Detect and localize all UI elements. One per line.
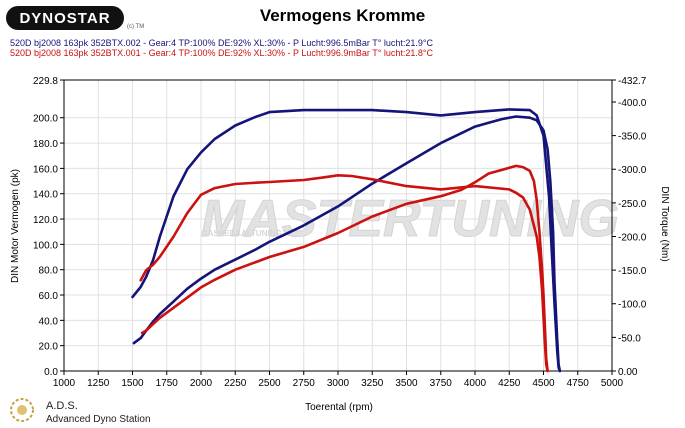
y-tick-label: 140.0: [33, 190, 58, 201]
y-tick-label: 80.0: [39, 266, 59, 277]
y2-tick-label: -100.0: [618, 300, 647, 311]
series-line-1: [132, 115, 562, 373]
y-tick-label: 40.0: [39, 316, 59, 327]
series-line-4: [139, 174, 549, 373]
watermark-text: MASTERTUNING: [201, 190, 619, 248]
y-axis-label: DIN Motor Vermogen (pk): [10, 169, 21, 283]
run-info-red: 520D bj2008 163pk 352BTX.001 - Gear:4 TP…: [10, 48, 433, 58]
x-tick-label: 2500: [258, 378, 281, 389]
x-tick-label: 4250: [498, 378, 521, 389]
dynostar-logo: DYNOSTAR: [6, 6, 124, 30]
x-axis-label: Toerental (rpm): [305, 402, 373, 413]
y-tick-label: 60.0: [39, 291, 59, 302]
y-tick-label: 100.0: [33, 240, 58, 251]
y2-tick-label: -350.0: [618, 132, 647, 143]
y-tick-label: 0.0: [44, 367, 58, 378]
y2-tick-label: -250.0: [618, 199, 647, 210]
y2-tick-label: -200.0: [618, 232, 647, 243]
x-tick-label: 4500: [532, 378, 555, 389]
y2-axis-label: DIN Torque (Nm): [659, 186, 670, 261]
x-tick-label: 4750: [567, 378, 590, 389]
y2-tick-label: -400.0: [618, 98, 647, 109]
y2-tick-label: -432.7: [618, 76, 647, 87]
mastertuning-watermark: MASTERTUNING GASPEDAALTUNING.NL: [201, 190, 620, 249]
x-tick-label: 5000: [601, 378, 624, 389]
chart-title: Vermogens Kromme: [259, 6, 426, 25]
x-tick-label: 1500: [121, 378, 144, 389]
y-tick-label: 20.0: [39, 342, 59, 353]
run-info-blue: 520D bj2008 163pk 352BTX.002 - Gear:4 TP…: [10, 38, 433, 48]
company-full-name: Advanced Dyno Station: [46, 414, 151, 425]
y-tick-label: 180.0: [33, 139, 58, 150]
x-tick-label: 1250: [87, 378, 110, 389]
y-tick-label: 120.0: [33, 215, 58, 226]
logo-trademark: (c) TM: [127, 24, 145, 30]
x-tick-label: 3000: [327, 378, 350, 389]
y2-tick-label: -300.0: [618, 165, 647, 176]
series-group: [131, 108, 562, 373]
x-tick-label: 4000: [464, 378, 487, 389]
x-tick-label: 2000: [190, 378, 213, 389]
y2-tick-label: 0.00: [618, 367, 638, 378]
y2-tick-label: -50.0: [618, 333, 641, 344]
y-tick-label: 160.0: [33, 164, 58, 175]
series-line-3: [140, 164, 549, 373]
ads-logo-icon: [10, 398, 34, 422]
x-tick-label: 3750: [430, 378, 453, 389]
x-tick-label: 3250: [361, 378, 384, 389]
x-tick-label: 2750: [293, 378, 316, 389]
y-tick-label: 200.0: [33, 114, 58, 125]
x-tick-label: 1000: [53, 378, 76, 389]
axes: 1000 1250 1500 1750 2000 2250 2500 2750 3000 3250…: [33, 76, 647, 389]
x-tick-label: 3500: [395, 378, 418, 389]
company-name: A.D.S.: [46, 400, 78, 412]
series-line-2: [131, 108, 562, 373]
watermark-subtext: GASPEDAALTUNING.NL: [201, 229, 294, 238]
x-tick-label: 2250: [224, 378, 247, 389]
y-tick-label: 229.8: [33, 76, 58, 87]
y2-tick-label: -150.0: [618, 266, 647, 277]
x-tick-label: 1750: [156, 378, 179, 389]
